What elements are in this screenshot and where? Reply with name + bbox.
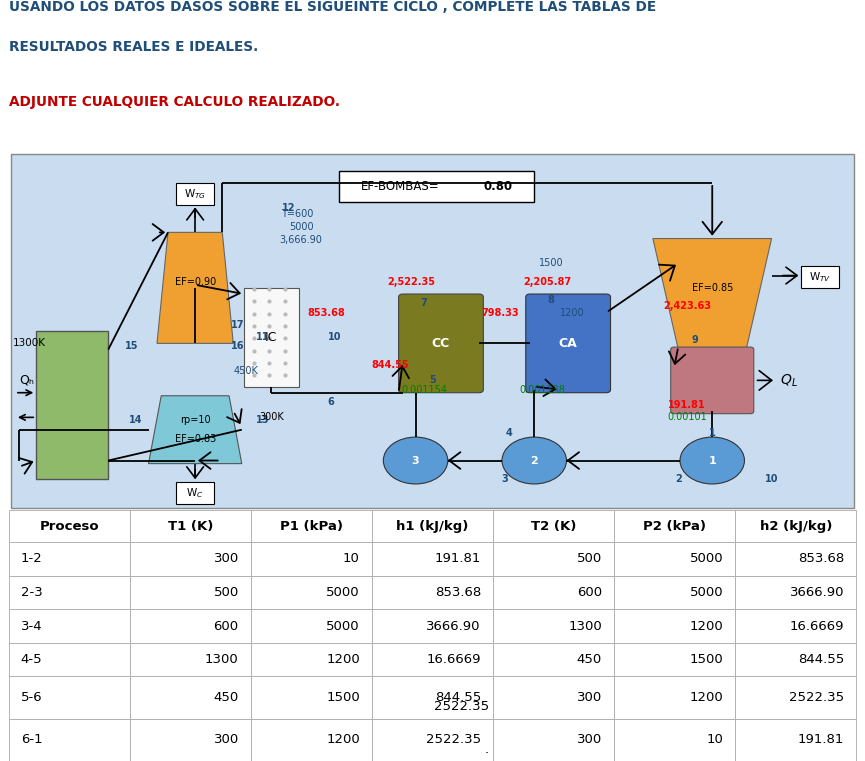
Text: USANDO LOS DATOS DASOS SOBRE EL SIGUEINTE CICLO , COMPLETE LAS TABLAS DE: USANDO LOS DATOS DASOS SOBRE EL SIGUEINT… (9, 0, 656, 14)
Text: 12: 12 (282, 202, 295, 213)
Text: .: . (484, 743, 489, 756)
Text: rp=10: rp=10 (180, 416, 210, 425)
Polygon shape (157, 232, 234, 343)
Text: 2: 2 (530, 456, 538, 466)
Text: EF-BOMBAS=: EF-BOMBAS= (361, 180, 439, 193)
FancyBboxPatch shape (36, 331, 108, 479)
Text: Q$_L$: Q$_L$ (779, 372, 798, 389)
Text: 0.001154: 0.001154 (401, 384, 447, 395)
Text: 1500: 1500 (539, 258, 563, 268)
FancyBboxPatch shape (670, 347, 753, 414)
Text: 191.81: 191.81 (668, 400, 706, 410)
Polygon shape (653, 238, 772, 349)
Text: 2,205.87: 2,205.87 (522, 277, 571, 287)
Text: EF=0.85: EF=0.85 (691, 283, 733, 293)
Circle shape (383, 437, 448, 484)
Text: 6: 6 (327, 397, 334, 407)
Circle shape (680, 437, 745, 484)
Text: 2,522.35: 2,522.35 (388, 277, 435, 287)
Text: IC: IC (266, 331, 278, 344)
FancyBboxPatch shape (399, 294, 484, 393)
Text: 853.68: 853.68 (308, 307, 345, 317)
Text: 5: 5 (429, 375, 436, 385)
Text: 844.55: 844.55 (371, 360, 409, 370)
Text: 3: 3 (501, 474, 508, 484)
Text: 798.33: 798.33 (482, 307, 519, 317)
Text: CC: CC (432, 337, 450, 350)
Text: 300K: 300K (259, 412, 284, 422)
Text: 2522.35: 2522.35 (433, 700, 489, 713)
Text: EF=0.90: EF=0.90 (175, 277, 215, 287)
Text: 14: 14 (129, 416, 143, 425)
Text: 10: 10 (328, 333, 342, 342)
Text: 5000: 5000 (289, 222, 313, 232)
Text: W$_C$: W$_C$ (187, 486, 204, 500)
Text: 11: 11 (256, 333, 270, 342)
Text: 17: 17 (231, 320, 244, 330)
FancyBboxPatch shape (176, 183, 214, 205)
FancyBboxPatch shape (339, 170, 535, 202)
Text: 13: 13 (256, 416, 270, 425)
Polygon shape (149, 396, 242, 463)
Text: 2: 2 (675, 474, 682, 484)
Text: 1: 1 (708, 456, 716, 466)
Text: 1200: 1200 (560, 307, 585, 317)
Text: 7: 7 (420, 298, 427, 308)
Text: EF=0.83: EF=0.83 (175, 434, 215, 444)
FancyBboxPatch shape (244, 288, 299, 387)
Text: 0.80: 0.80 (484, 180, 512, 193)
Text: ADJUNTE CUALQUIER CALCULO REALIZADO.: ADJUNTE CUALQUIER CALCULO REALIZADO. (9, 95, 340, 109)
Text: 0.00101: 0.00101 (667, 412, 707, 422)
Text: 450K: 450K (234, 366, 259, 376)
Text: 1: 1 (708, 428, 715, 438)
Text: 3,666.90: 3,666.90 (279, 234, 323, 245)
FancyBboxPatch shape (176, 482, 214, 504)
Text: 3: 3 (412, 456, 420, 466)
FancyBboxPatch shape (11, 154, 854, 508)
Circle shape (502, 437, 567, 484)
Text: CA: CA (559, 337, 578, 350)
Text: W$_{TG}$: W$_{TG}$ (184, 187, 206, 201)
Text: T=600: T=600 (280, 209, 313, 219)
Text: Qₕ: Qₕ (19, 374, 34, 387)
Text: RESULTADOS REALES E IDEALES.: RESULTADOS REALES E IDEALES. (9, 40, 258, 53)
Text: 9: 9 (692, 336, 699, 345)
FancyBboxPatch shape (526, 294, 611, 393)
Text: 4: 4 (505, 428, 512, 438)
Text: 0.001138: 0.001138 (520, 384, 566, 395)
Text: 10: 10 (765, 474, 778, 484)
Text: 8: 8 (548, 295, 554, 305)
Text: 16: 16 (231, 342, 244, 352)
Text: W$_{TV}$: W$_{TV}$ (809, 270, 831, 284)
Text: 1300K: 1300K (13, 339, 46, 349)
Text: 2,423.63: 2,423.63 (663, 301, 711, 311)
FancyBboxPatch shape (801, 266, 839, 288)
Text: 15: 15 (125, 342, 138, 352)
